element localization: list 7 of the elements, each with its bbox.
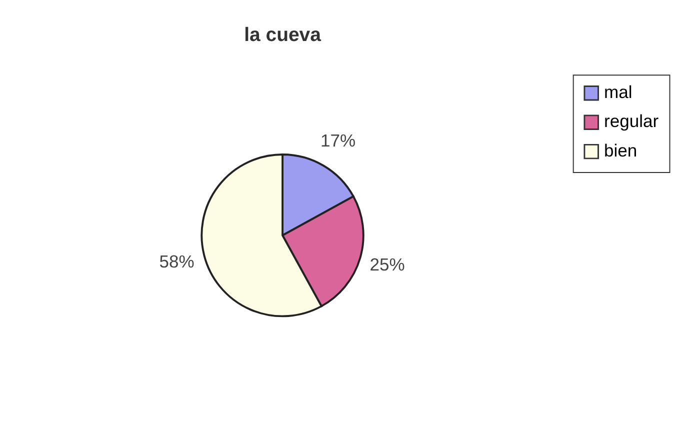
- legend-label: bien: [604, 140, 638, 160]
- data-label: 17%: [320, 130, 356, 150]
- legend-label: regular: [604, 111, 659, 132]
- data-label: 25%: [370, 254, 405, 275]
- legend-label: mal: [604, 82, 632, 102]
- data-label: 58%: [159, 251, 194, 272]
- chart-title: la cueva: [244, 24, 322, 46]
